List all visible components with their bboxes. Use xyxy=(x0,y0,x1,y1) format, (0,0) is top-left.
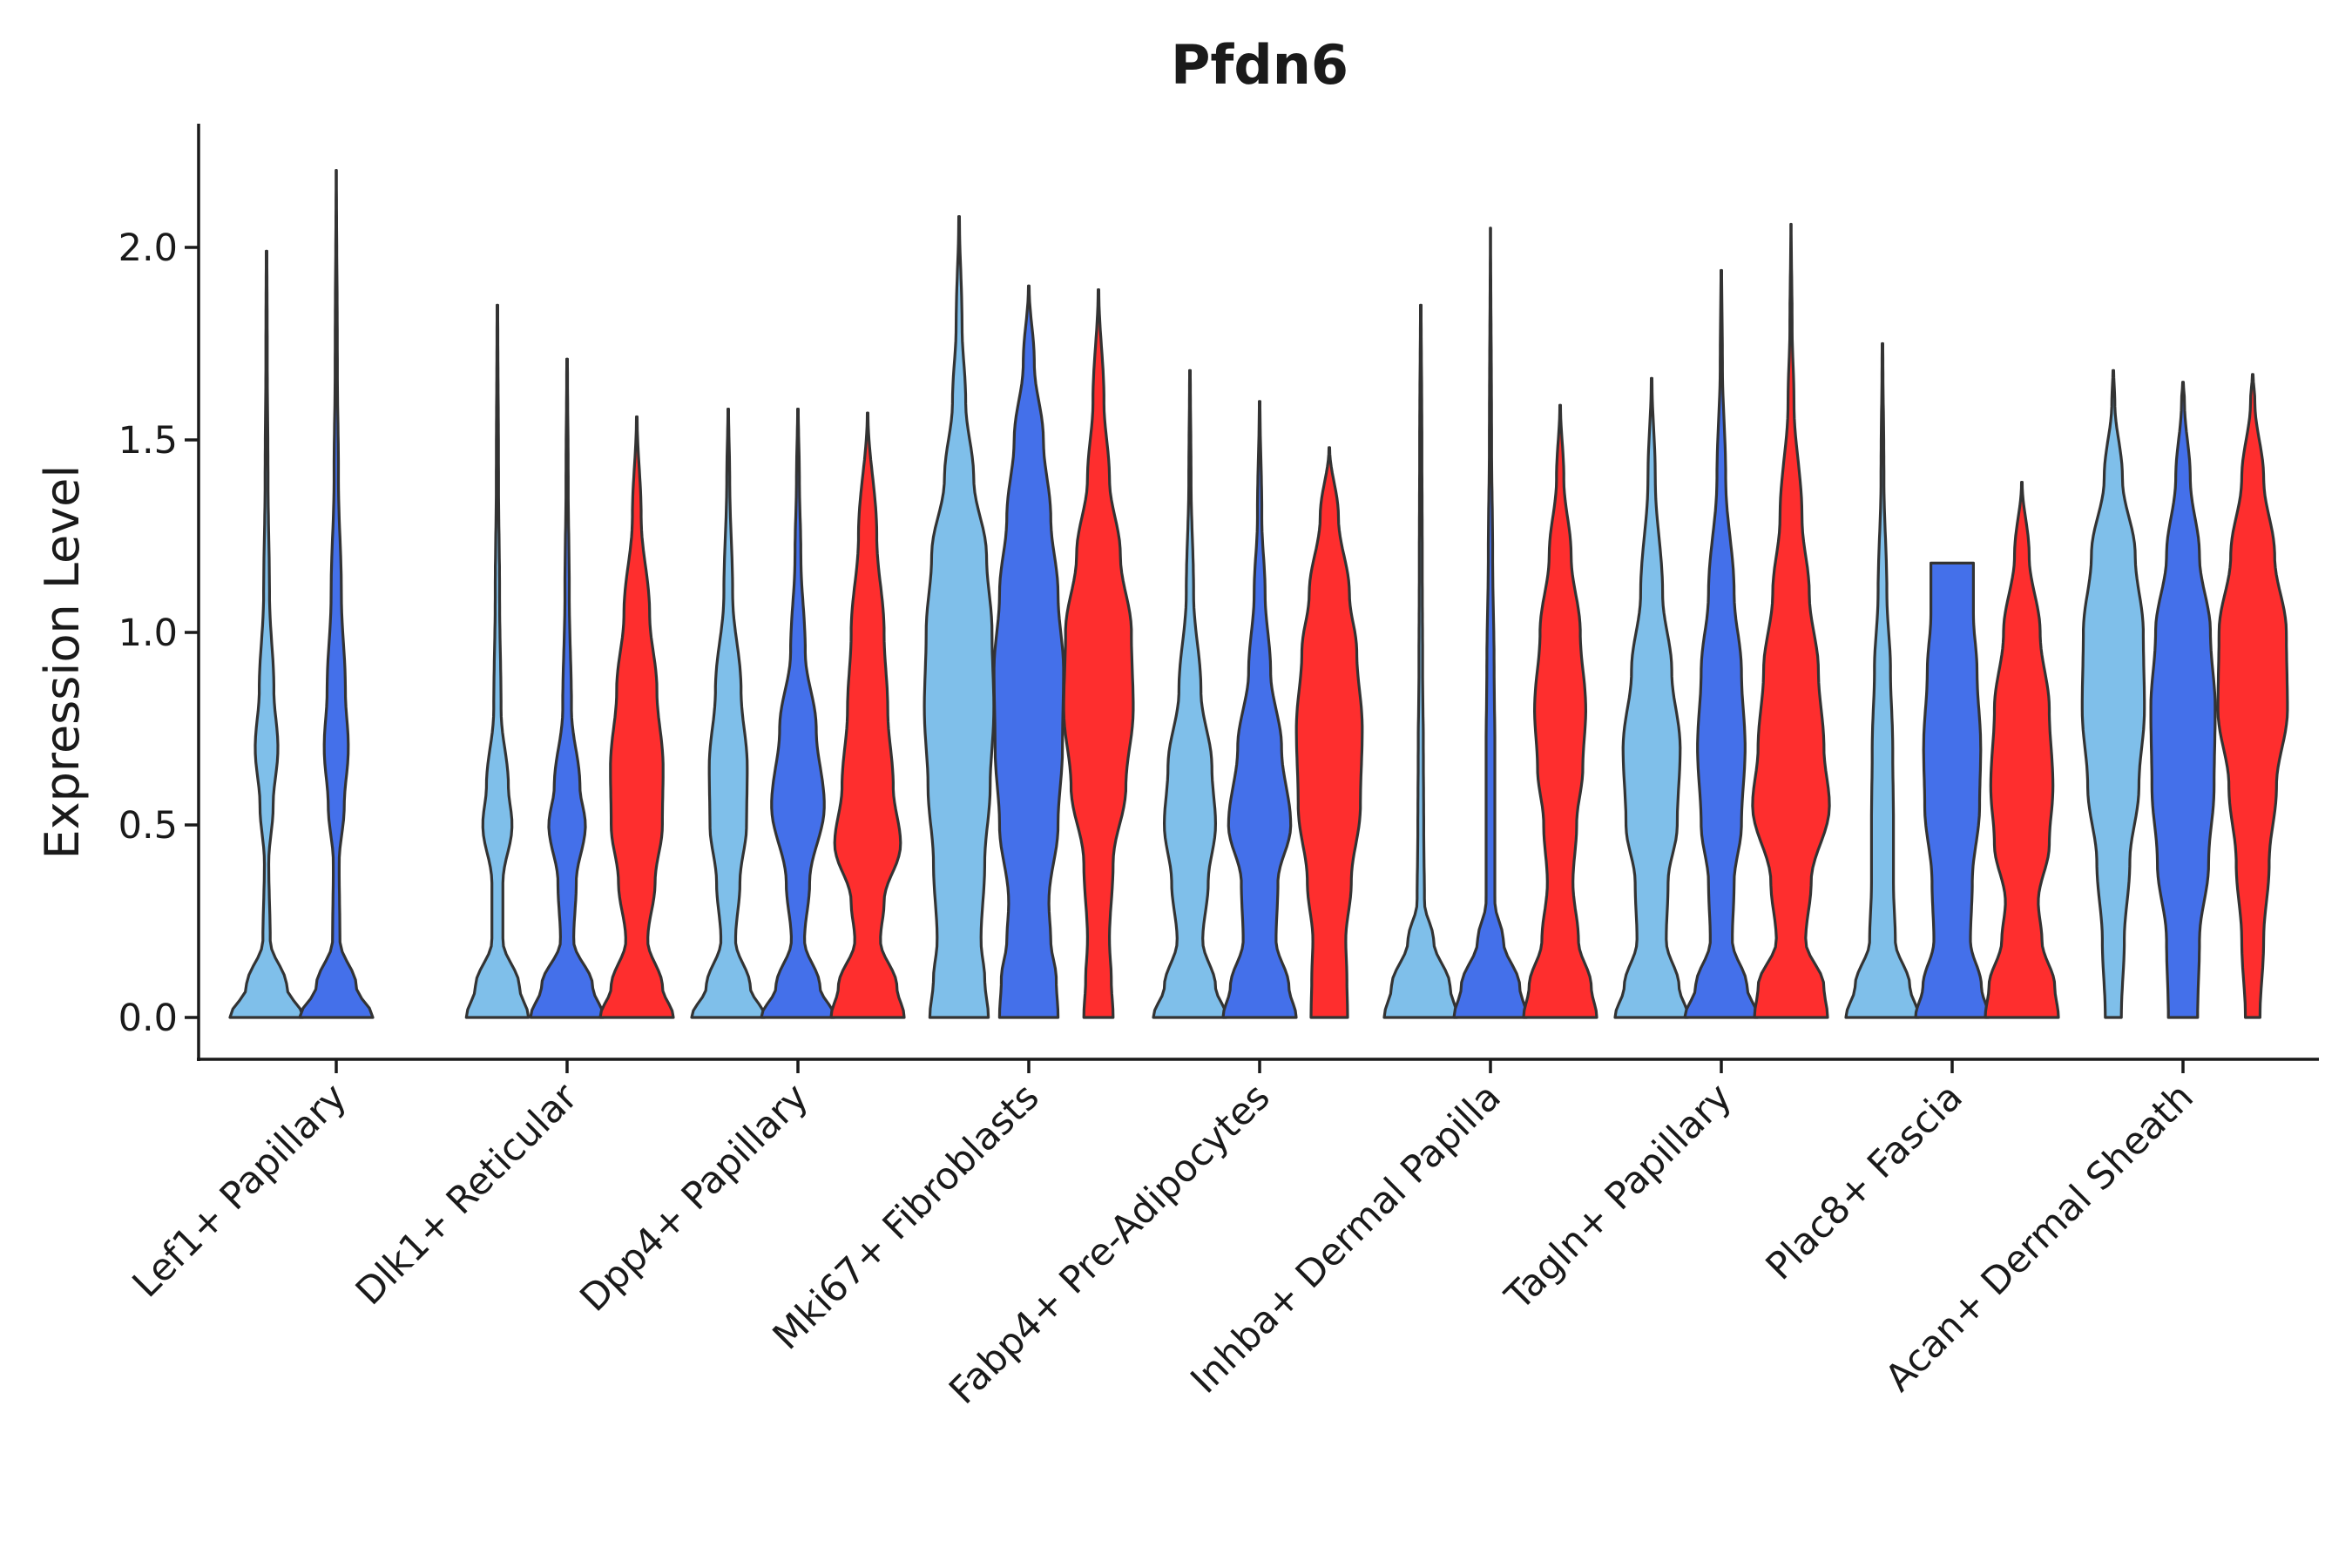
violin-inhba-dermal-papilla-s1 xyxy=(1382,303,1459,1019)
y-axis-label: Expression Level xyxy=(35,465,90,860)
violin-acan-dermal-sheath-s3 xyxy=(2216,373,2289,1019)
violin-mki67-fibroblasts-s3 xyxy=(1062,288,1135,1019)
violin-fabp4-pre-adipocytes-s1 xyxy=(1152,368,1228,1019)
violin-lef1-papillary-s1 xyxy=(228,249,305,1019)
violin-mki67-fibroblasts-s2 xyxy=(992,284,1065,1019)
y-tick-label: 1.5 xyxy=(118,419,178,463)
y-tick-label: 2.0 xyxy=(118,226,178,270)
violin-lef1-papillary-s2 xyxy=(298,169,375,1019)
x-tick-label: Dpp4+ Papillary xyxy=(572,1075,817,1320)
x-tick-label: Mki67+ Fibroblasts xyxy=(765,1075,1048,1358)
violin-inhba-dermal-papilla-s3 xyxy=(1522,403,1598,1019)
x-tick-label: Tagln+ Papillary xyxy=(1497,1075,1740,1319)
violin-tagln-papillary-s3 xyxy=(1751,222,1831,1019)
y-tick-label: 0.0 xyxy=(118,997,178,1040)
violin-mki67-fibroblasts-s1 xyxy=(923,215,996,1019)
violin-plac8-fascia-s2 xyxy=(1914,561,1990,1019)
violin-dpp4-papillary-s1 xyxy=(690,408,767,1019)
x-tick-label: Dlk1+ Reticular xyxy=(348,1075,586,1314)
violin-dpp4-papillary-s2 xyxy=(760,408,836,1019)
violin-dlk1-reticular-s1 xyxy=(464,303,531,1019)
violin-dlk1-reticular-s2 xyxy=(529,357,605,1019)
violin-plac8-fascia-s3 xyxy=(1984,481,2060,1019)
chart-title: Pfdn6 xyxy=(1171,33,1348,97)
violin-plac8-fascia-s1 xyxy=(1844,341,1921,1019)
violin-inhba-dermal-papilla-s2 xyxy=(1452,226,1529,1019)
violin-tagln-papillary-s2 xyxy=(1683,268,1760,1019)
y-tick-label: 0.5 xyxy=(118,804,178,848)
violin-acan-dermal-sheath-s2 xyxy=(2149,381,2217,1019)
violin-fabp4-pre-adipocytes-s2 xyxy=(1221,400,1298,1019)
violin-tagln-papillary-s1 xyxy=(1613,376,1690,1019)
violins-layer xyxy=(228,169,2289,1019)
violin-fabp4-pre-adipocytes-s3 xyxy=(1294,446,1364,1019)
x-tick-label: Plac8+ Fascia xyxy=(1758,1075,1971,1288)
violin-dpp4-papillary-s3 xyxy=(829,411,906,1019)
y-axis-ticks: 0.0 0.5 1.0 1.5 2.0 xyxy=(118,226,199,1040)
violin-acan-dermal-sheath-s1 xyxy=(2080,368,2146,1019)
x-tick-label: Lef1+ Papillary xyxy=(125,1075,355,1306)
violin-dlk1-reticular-s3 xyxy=(598,415,675,1019)
y-tick-label: 1.0 xyxy=(118,612,178,655)
